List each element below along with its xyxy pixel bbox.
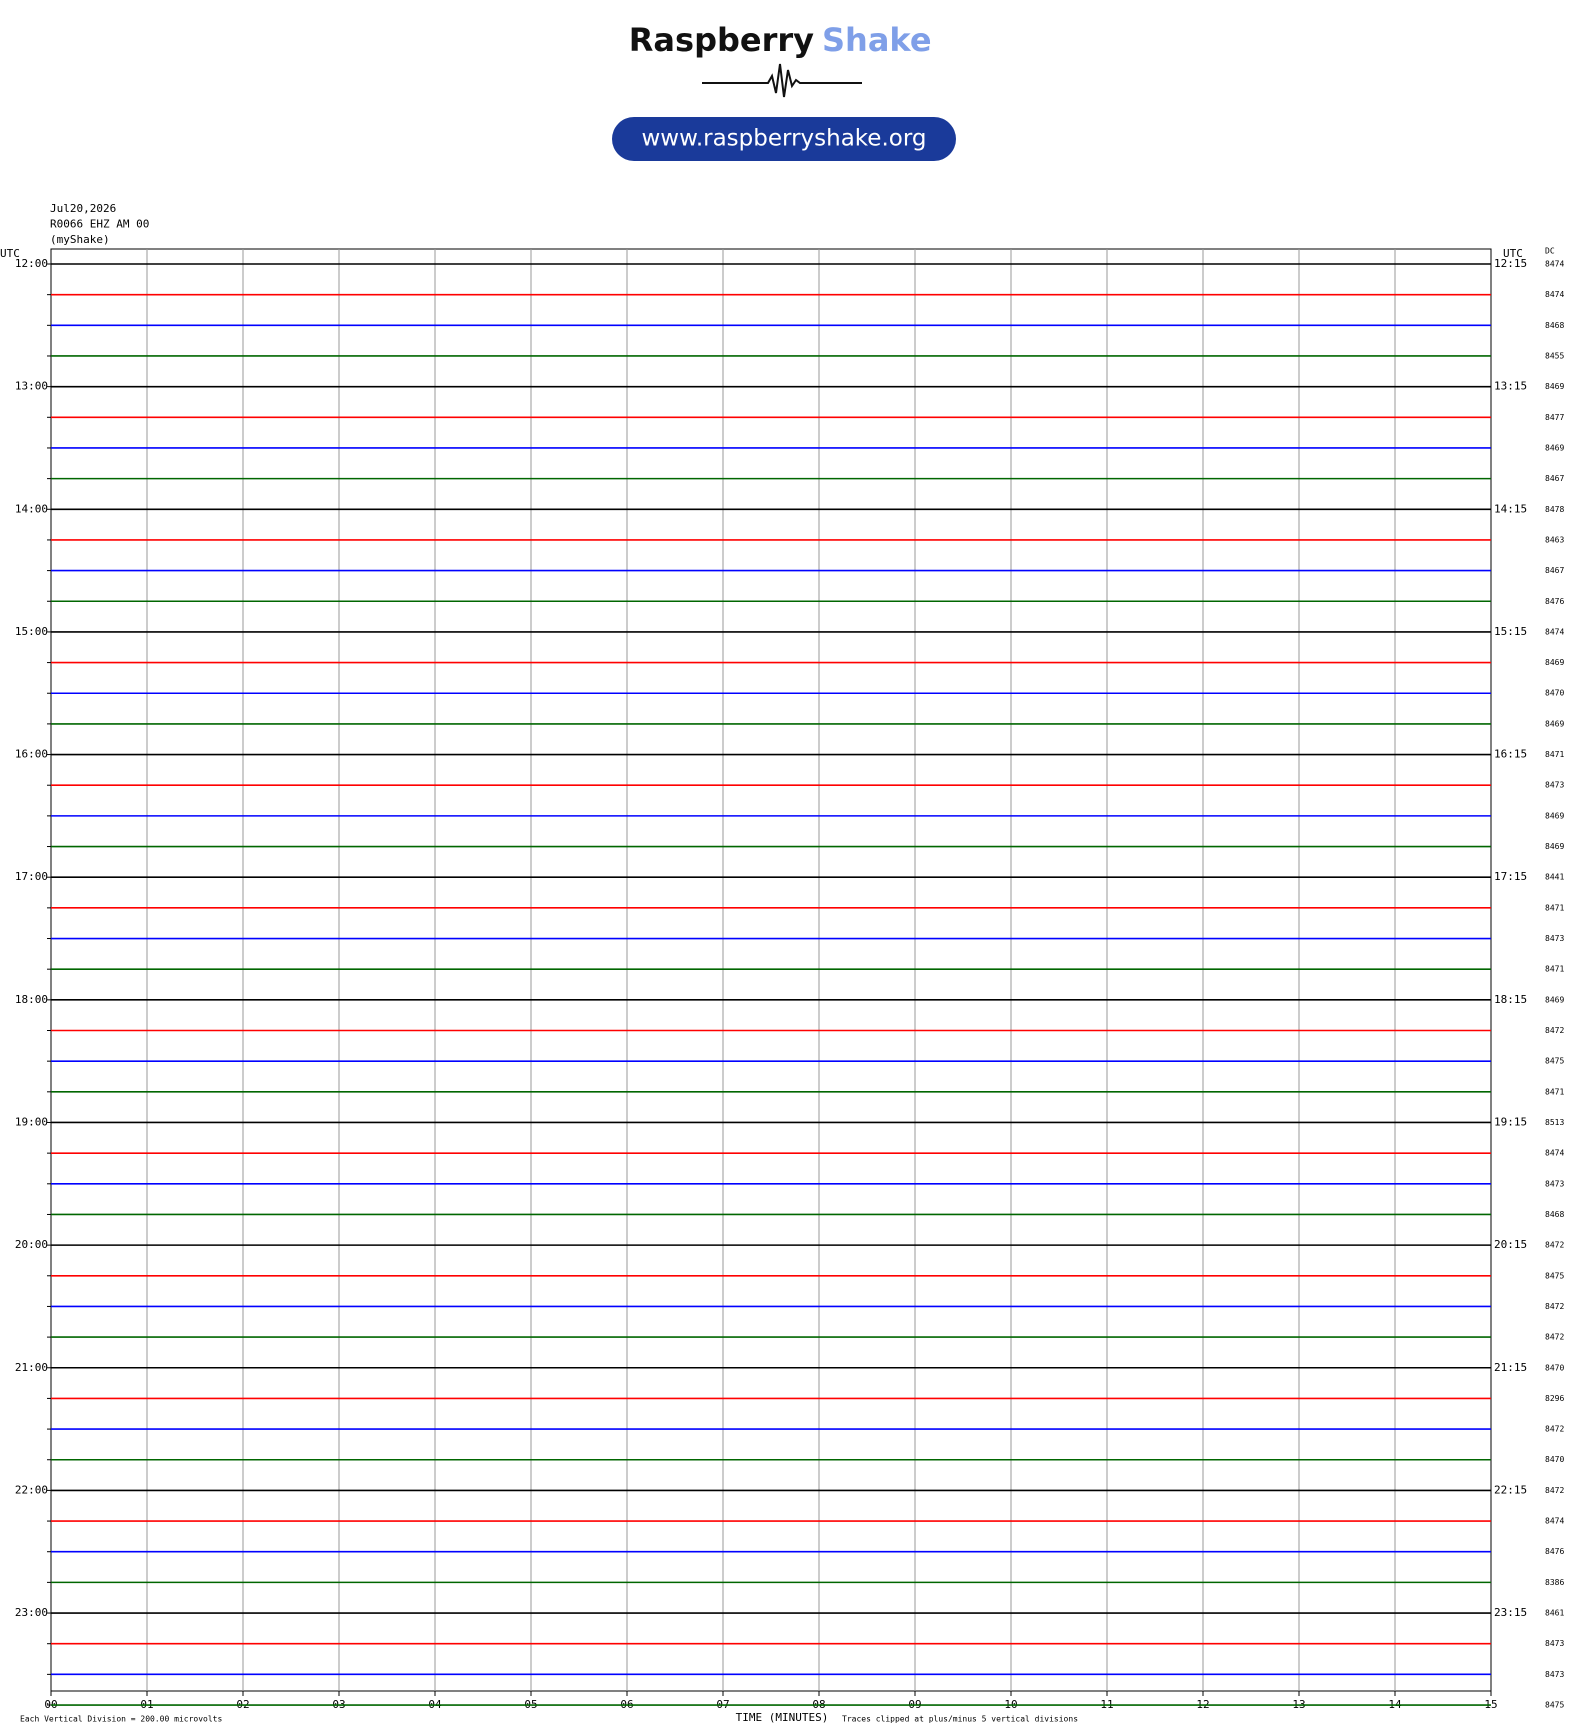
row-time-right: 13:15 (1494, 380, 1527, 393)
x-axis-title: TIME (MINUTES) (736, 1711, 829, 1724)
dc-value: 8469 (1545, 842, 1564, 851)
row-time-right: 14:15 (1494, 502, 1527, 515)
dc-label: DC (1545, 247, 1555, 256)
dc-value: 8476 (1545, 1547, 1564, 1556)
dc-value: 8470 (1545, 1455, 1564, 1464)
plot-frame (50, 248, 1492, 1692)
dc-value: 8473 (1545, 1670, 1564, 1679)
dc-value: 8474 (1545, 260, 1564, 269)
row-time-left: 13:00 (15, 380, 48, 393)
row-time-left: 17:00 (15, 870, 48, 883)
url[interactable]: www.raspberryshake.org (642, 126, 927, 152)
dc-value: 8472 (1545, 1486, 1564, 1495)
dc-value: 8471 (1545, 965, 1564, 974)
dc-value: 8477 (1545, 413, 1564, 422)
dc-value: 8473 (1545, 1179, 1564, 1188)
dc-value: 8468 (1545, 1210, 1564, 1219)
dc-value: 8472 (1545, 1241, 1564, 1250)
right-axis-label: UTC (1503, 247, 1523, 260)
row-time-left: 16:00 (15, 748, 48, 761)
row-time-right: 12:15 (1494, 257, 1527, 270)
dc-value: 8469 (1545, 811, 1564, 820)
row-time-left: 20:00 (15, 1238, 48, 1251)
row-time-right: 16:15 (1494, 748, 1527, 761)
dc-value: 8463 (1545, 535, 1564, 544)
row-time-right: 19:15 (1494, 1115, 1527, 1128)
dc-value: 8470 (1545, 1363, 1564, 1372)
url-pill[interactable] (612, 117, 956, 161)
dc-value: 8475 (1545, 1701, 1564, 1710)
row-time-left: 19:00 (15, 1115, 48, 1128)
dc-value: 8296 (1545, 1394, 1564, 1403)
dc-value: 8476 (1545, 597, 1564, 606)
row-time-right: 20:15 (1494, 1238, 1527, 1251)
footer-right: Traces clipped at plus/minus 5 vertical … (842, 1715, 1078, 1724)
dc-value: 8473 (1545, 1639, 1564, 1648)
dc-value: 8472 (1545, 1302, 1564, 1311)
row-time-left: 18:00 (15, 993, 48, 1006)
dc-value: 8386 (1545, 1578, 1564, 1587)
dc-value: 8471 (1545, 1087, 1564, 1096)
dc-value: 8474 (1545, 1517, 1564, 1526)
dc-value: 8467 (1545, 566, 1564, 575)
dc-value: 8470 (1545, 689, 1564, 698)
dc-value: 8469 (1545, 443, 1564, 452)
row-time-right: 21:15 (1494, 1361, 1527, 1374)
dc-value: 8471 (1545, 903, 1564, 912)
dc-value: 8474 (1545, 290, 1564, 299)
brand-light: Shake (822, 21, 932, 59)
row-time-left: 22:00 (15, 1483, 48, 1496)
row-time-right: 15:15 (1494, 625, 1527, 638)
row-time-right: 17:15 (1494, 870, 1527, 883)
dc-value: 8468 (1545, 321, 1564, 330)
dc-value: 8467 (1545, 474, 1564, 483)
dc-value: 8471 (1545, 750, 1564, 759)
brand-dark: Raspberry (629, 21, 814, 59)
dc-value: 8513 (1545, 1118, 1564, 1127)
footer-left: Each Vertical Division = 200.00 microvol… (20, 1715, 222, 1724)
dc-value: 8474 (1545, 627, 1564, 636)
row-time-right: 18:15 (1494, 993, 1527, 1006)
row-time-left: 14:00 (15, 502, 48, 515)
dc-value: 8461 (1545, 1609, 1564, 1618)
row-time-left: 23:00 (15, 1606, 48, 1619)
dc-value: 8441 (1545, 873, 1564, 882)
dc-value: 8475 (1545, 1271, 1564, 1280)
dc-value: 8473 (1545, 934, 1564, 943)
dc-value: 8469 (1545, 719, 1564, 728)
dc-value: 8469 (1545, 382, 1564, 391)
dc-value: 8473 (1545, 781, 1564, 790)
info-line: Jul20,2026 (50, 202, 116, 215)
dc-value: 8472 (1545, 1026, 1564, 1035)
dc-value: 8469 (1545, 658, 1564, 667)
info-line: R0066 EHZ AM 00 (50, 218, 149, 231)
dc-value: 8472 (1545, 1425, 1564, 1434)
dc-value: 8455 (1545, 351, 1564, 360)
logo-wave (702, 63, 862, 98)
left-axis-label: UTC (0, 247, 20, 260)
dc-value: 8475 (1545, 1057, 1564, 1066)
dc-value: 8474 (1545, 1149, 1564, 1158)
dc-value: 8469 (1545, 995, 1564, 1004)
row-time-right: 22:15 (1494, 1483, 1527, 1496)
row-time-left: 15:00 (15, 625, 48, 638)
dc-value: 8472 (1545, 1333, 1564, 1342)
dc-value: 8478 (1545, 505, 1564, 514)
row-time-right: 23:15 (1494, 1606, 1527, 1619)
row-time-left: 21:00 (15, 1361, 48, 1374)
row-time-left: 12:00 (15, 257, 48, 270)
info-line: (myShake) (50, 233, 110, 246)
